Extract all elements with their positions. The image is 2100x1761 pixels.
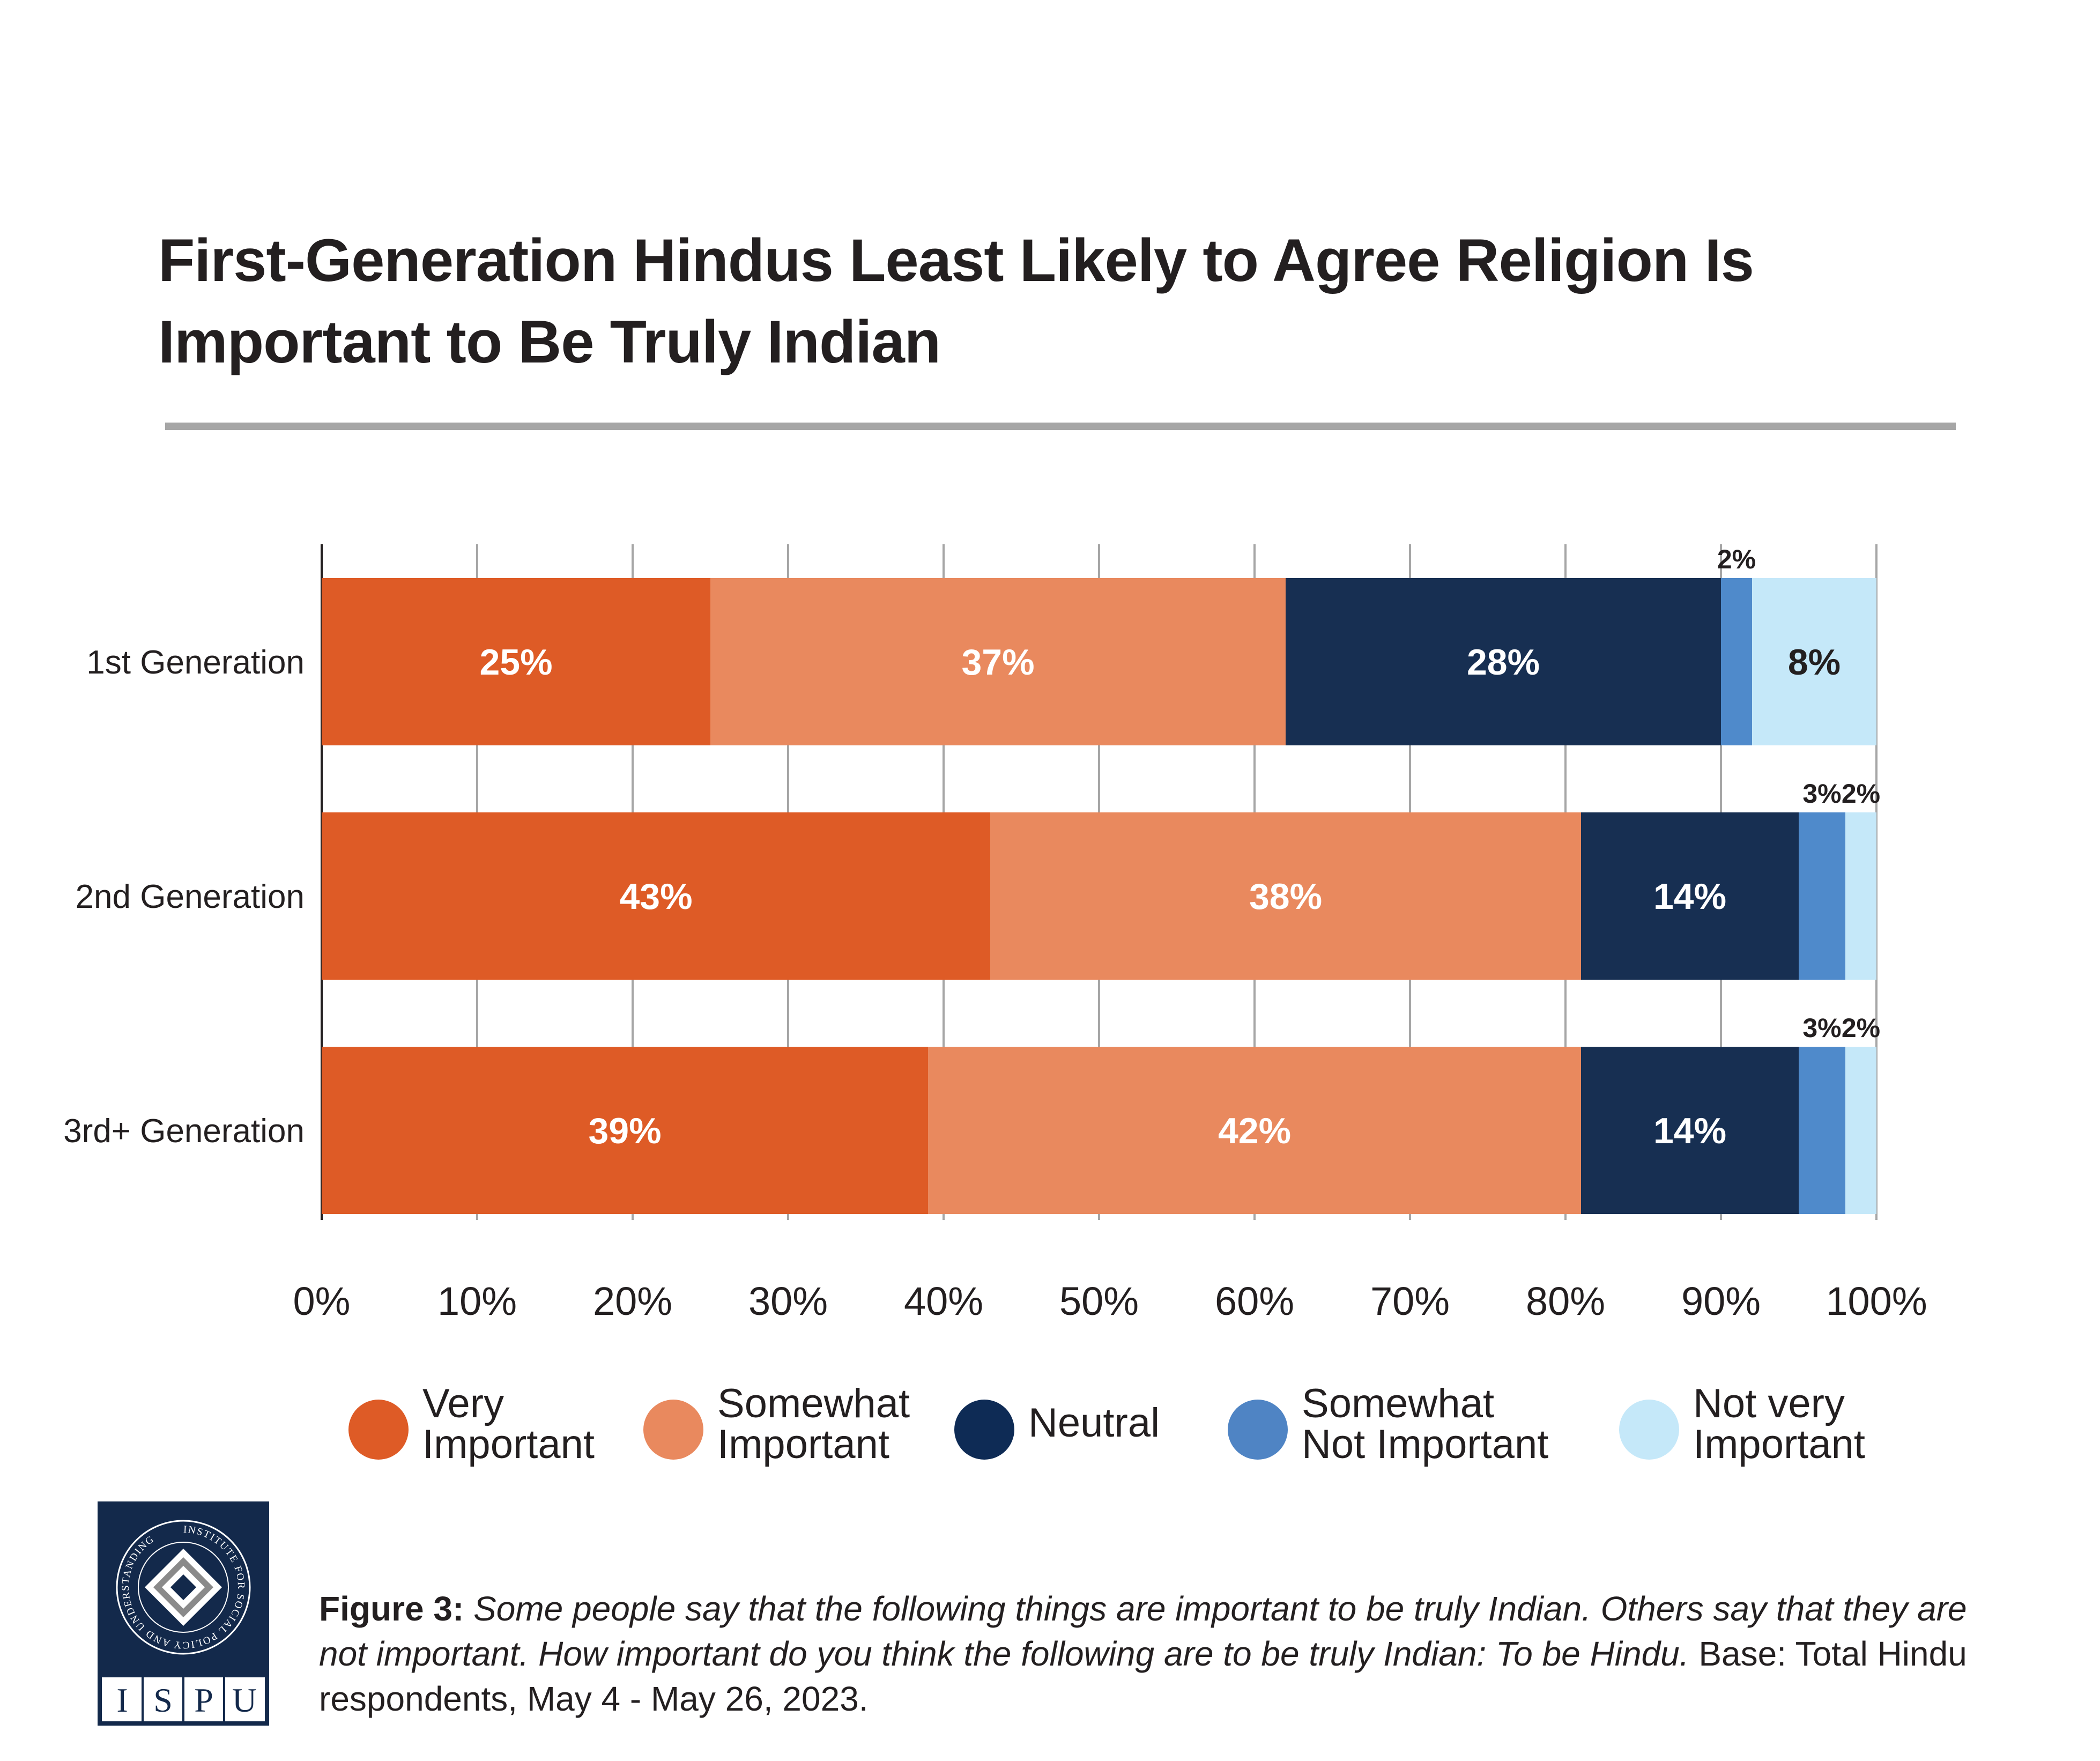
legend-label-1-line-2: Important: [422, 1422, 595, 1467]
bar-row2-series2: [990, 812, 1581, 980]
bar-row3-series5: [1845, 1047, 1876, 1214]
legend-item-2: Somewhat Important: [643, 1383, 910, 1465]
legend-swatch-3: [954, 1400, 1014, 1460]
data-label-row3-series2: 42%: [1218, 1111, 1291, 1151]
bar-row1-series1: [322, 578, 710, 745]
x-tick-label-50: 50%: [1059, 1279, 1139, 1323]
bar-row1-series5: [1752, 578, 1876, 745]
title-divider: [165, 423, 1956, 430]
x-axis-ticks: 0% 10% 20% 30% 40% 50% 60% 70% 80% 90% 100%: [293, 1279, 1927, 1323]
x-tick-label-20: 20%: [593, 1279, 672, 1323]
legend-label-4: Somewhat Not Important: [1302, 1383, 1548, 1465]
legend-item-3: Neutral: [954, 1383, 1160, 1460]
legend-swatch-5: [1619, 1400, 1679, 1460]
bar-row3-series3: [1581, 1047, 1799, 1214]
row-label-2: 2nd Generation: [76, 878, 305, 915]
bar-row3-series2: [928, 1047, 1581, 1214]
figure-caption: Figure 3: Some people say that the follo…: [319, 1586, 1997, 1721]
bar-row1-series4: [1721, 578, 1752, 745]
legend-label-2-line-2: Important: [717, 1422, 890, 1467]
legend-label-2-line-1: Somewhat: [717, 1381, 910, 1426]
ispu-logo: INSTITUTE FOR SOCIAL POLICY AND UNDERSTA…: [98, 1501, 269, 1726]
bar-row2-series1: [322, 812, 990, 980]
bar-row2-series3: [1581, 812, 1799, 980]
bar-row1-series2: [710, 578, 1286, 745]
legend-label-1: Very Important: [422, 1383, 595, 1465]
chart-title-line-1: First-Generation Hindus Least Likely to …: [158, 227, 1754, 294]
chart-title: First-Generation Hindus Least Likely to …: [158, 220, 1981, 383]
data-label-row2-series2: 38%: [1249, 876, 1322, 917]
legend-label-1-line-1: Very: [422, 1381, 504, 1426]
legend-label-3: Neutral: [1028, 1403, 1160, 1444]
chart-title-line-2: Important to Be Truly Indian: [158, 308, 941, 375]
figure-base: Base: Total Hindu respondents, May 4 - M…: [319, 1634, 1967, 1718]
bar-row3-series1: [322, 1047, 928, 1214]
figure-question: Some people say that the following thing…: [319, 1589, 1967, 1673]
x-tick-label-40: 40%: [904, 1279, 983, 1323]
data-label-row1-series1: 25%: [479, 642, 552, 683]
x-tick-label-70: 70%: [1370, 1279, 1450, 1323]
data-label-row1-series2: 37%: [961, 642, 1034, 683]
data-label-row1-series3: 28%: [1467, 642, 1540, 683]
logo-letter-u: U: [232, 1681, 257, 1719]
logo-letter-s: S: [153, 1681, 173, 1719]
x-tick-label-0: 0%: [293, 1279, 351, 1323]
x-tick-label-100: 100%: [1826, 1279, 1927, 1323]
bars: 25% 37% 28%2%8%43% 38% 14%3% 2%39% 42% 14%3% 2%: [322, 544, 1880, 1214]
data-label-row1-series5: 8%: [1788, 642, 1841, 683]
data-label-row2-series1: 43%: [619, 876, 692, 917]
x-tick-label-60: 60%: [1215, 1279, 1294, 1323]
legend-item-5: Not very Important: [1619, 1383, 1865, 1465]
x-tick-label-80: 80%: [1526, 1279, 1605, 1323]
row-labels: 1st Generation 2nd Generation 3rd+ Generat…: [63, 644, 305, 1150]
data-label-row3-series3: 14%: [1653, 1111, 1726, 1151]
stacked-bar-chart: 25% 37% 28%2%8%43% 38% 14%3% 2%39% 42% 14%3% 2% …: [63, 544, 1927, 1323]
legend-item-1: Very Important: [348, 1383, 595, 1465]
legend-label-4-line-1: Somewhat: [1302, 1381, 1495, 1426]
x-tick-label-90: 90%: [1681, 1279, 1761, 1323]
legend-swatch-1: [348, 1400, 409, 1460]
legend-label-2: Somewhat Important: [717, 1383, 910, 1465]
bar-row3-series4: [1799, 1047, 1845, 1214]
data-label-row2-series4: 3%: [1802, 779, 1841, 809]
legend-label-5-line-1: Not very: [1693, 1381, 1845, 1426]
legend-swatch-2: [643, 1400, 703, 1460]
legend-label-4-line-2: Not Important: [1302, 1422, 1549, 1467]
row-label-3: 3rd+ Generation: [63, 1113, 305, 1150]
legend-label-3-line-1: Neutral: [1028, 1400, 1160, 1446]
row-label-1: 1st Generation: [86, 644, 305, 681]
data-label-row3-series4: 3%: [1802, 1013, 1841, 1043]
x-tick-label-30: 30%: [748, 1279, 828, 1323]
data-label-row2-series3: 14%: [1653, 876, 1726, 917]
data-label-row3-series1: 39%: [588, 1111, 661, 1151]
bar-row2-series5: [1845, 812, 1876, 980]
legend-item-4: Somewhat Not Important: [1228, 1383, 1548, 1465]
legend: Very Important Somewhat Important Neutral Som…: [348, 1383, 2064, 1491]
x-tick-label-10: 10%: [437, 1279, 517, 1323]
figure-label: Figure 3:: [319, 1589, 464, 1628]
data-label-row1-series4: 2%: [1717, 544, 1756, 574]
logo-letter-i: I: [116, 1681, 128, 1719]
legend-label-5: Not very Important: [1693, 1383, 1865, 1465]
bar-row1-series3: [1286, 578, 1721, 745]
data-label-row3-series5: 2%: [1842, 1013, 1880, 1043]
data-label-row2-series5: 2%: [1842, 779, 1880, 809]
bar-row2-series4: [1799, 812, 1845, 980]
legend-label-5-line-2: Important: [1693, 1422, 1866, 1467]
logo-letter-p: P: [194, 1681, 213, 1719]
legend-swatch-4: [1228, 1400, 1288, 1460]
